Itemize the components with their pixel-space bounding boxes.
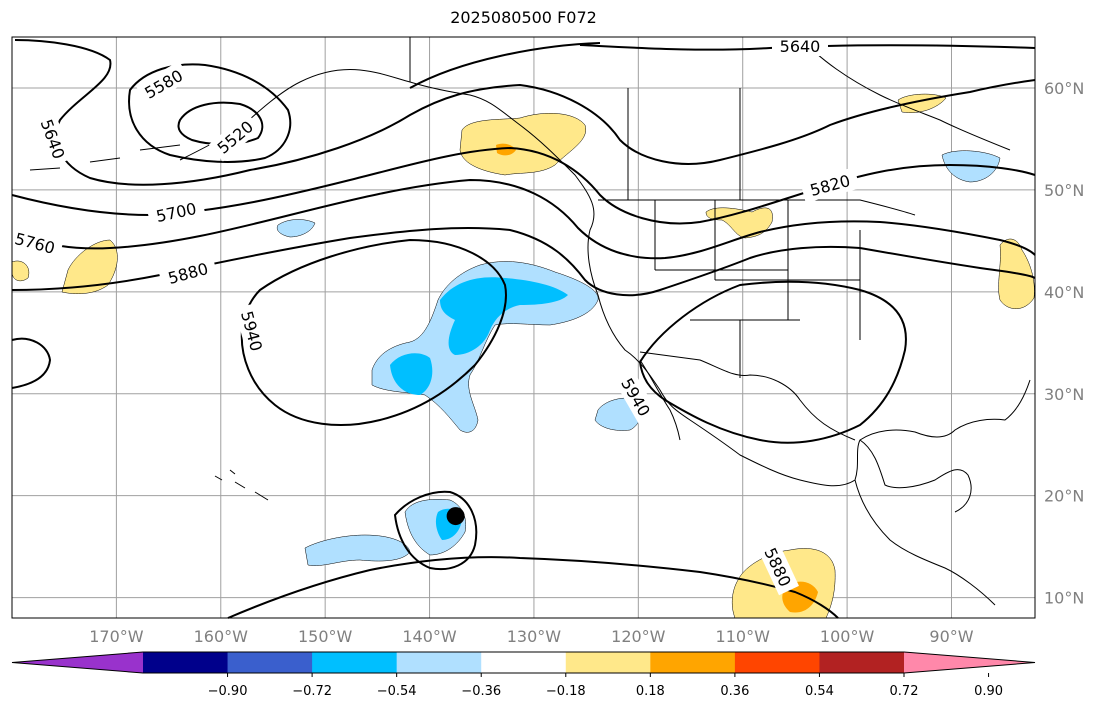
- contour-5520-low: [177, 101, 264, 146]
- lon-tick-label: 130°W: [507, 627, 562, 646]
- negative-anomaly-hawaii-west: [304, 534, 411, 566]
- lat-tick-label: 40°N: [1044, 283, 1084, 302]
- colorbar-tick-label: −0.72: [292, 684, 332, 699]
- colorbar-box: [650, 652, 736, 673]
- lon-tick-label: 120°W: [611, 627, 666, 646]
- contour-5640-west: [14, 39, 1036, 186]
- colorbar-box: [396, 652, 482, 673]
- coastline-canada-east: [799, 36, 1011, 151]
- aleutian-islands: [29, 144, 181, 171]
- colorbar-tick-label: 0.18: [636, 684, 665, 699]
- lon-tick-label: 90°W: [929, 627, 973, 646]
- contour-5940-west: [11, 337, 52, 389]
- colorbar-box: [734, 652, 820, 673]
- colorbar-box: [481, 652, 567, 673]
- coastline-central-america: [854, 479, 996, 606]
- lon-tick-label: 100°W: [820, 627, 875, 646]
- colorbar-tick-label: 0.72: [890, 684, 919, 699]
- us-state-lines: [654, 200, 861, 378]
- colorbar-tick-label: −0.36: [461, 684, 501, 699]
- colorbar-extend-low: [12, 652, 143, 673]
- colorbar-box: [819, 652, 905, 673]
- lon-tick-label: 150°W: [298, 627, 353, 646]
- negative-anomaly-east-pacific: [371, 261, 599, 433]
- lat-tick-label: 20°N: [1044, 487, 1084, 506]
- colorbar-box: [227, 652, 313, 673]
- lon-tick-label: 110°W: [716, 627, 771, 646]
- contour-5880-south: [227, 556, 839, 619]
- map-title: 2025080500 F072: [450, 8, 597, 27]
- colorbar: −0.90 −0.72 −0.54 −0.36 −0.18 0.18 0.36 0.54 0.7…: [11, 651, 1036, 699]
- colorbar-tick-label: 0.54: [805, 684, 834, 699]
- lat-tick-label: 10°N: [1044, 589, 1084, 608]
- coastline-baja: [639, 359, 681, 441]
- negative-anomaly-east-pacific-core: [390, 277, 568, 395]
- colorbar-tick-label: 0.36: [720, 684, 749, 699]
- coastline-gulf-mexico: [859, 439, 972, 513]
- colorbar-box: [565, 652, 651, 673]
- negative-anomaly-north-pacific-small: [276, 219, 316, 238]
- location-marker: [446, 507, 465, 526]
- contour-5640-north: [409, 42, 601, 89]
- colorbar-tick-label: 0.90: [974, 684, 1003, 699]
- colorbar-tick-label: −0.90: [208, 684, 248, 699]
- contour-5940-continental: [638, 280, 907, 444]
- colorbar-box: [143, 652, 229, 673]
- latitude-labels: 60°N 50°N 40°N 30°N 20°N 10°N: [1044, 79, 1084, 608]
- coastline-west-north-america: [409, 37, 1031, 487]
- us-mexico-border: [639, 351, 856, 441]
- colorbar-tick-label: −0.54: [377, 684, 417, 699]
- colorbar-extend-high: [904, 652, 1035, 673]
- positive-anomaly-west-pacific: [11, 260, 30, 282]
- contour-hawaii-loop: [393, 490, 478, 570]
- contour-5760: [11, 178, 1036, 260]
- positive-anomaly-core-alaska: [496, 143, 516, 156]
- us-canada-border: [598, 199, 916, 216]
- colorbar-tick-label: −0.18: [546, 684, 586, 699]
- hawaii-islands: [214, 469, 269, 501]
- longitude-labels: 170°W 160°W 150°W 140°W 130°W 120°W 110°W 100°W…: [89, 627, 974, 646]
- contour-5580-low: [128, 63, 292, 163]
- map-frame: [11, 36, 1036, 619]
- lat-tick-label: 30°N: [1044, 385, 1084, 404]
- colorbar-box: [312, 652, 398, 673]
- contour-label-5640-top: 5640: [780, 37, 821, 56]
- colorbar-outline: [11, 651, 1036, 674]
- contour-5940-subtropical: [240, 238, 507, 426]
- lon-tick-label: 140°W: [402, 627, 457, 646]
- lon-tick-label: 170°W: [89, 627, 144, 646]
- lon-tick-label: 160°W: [194, 627, 249, 646]
- lat-tick-label: 60°N: [1044, 79, 1084, 98]
- lat-tick-label: 50°N: [1044, 181, 1084, 200]
